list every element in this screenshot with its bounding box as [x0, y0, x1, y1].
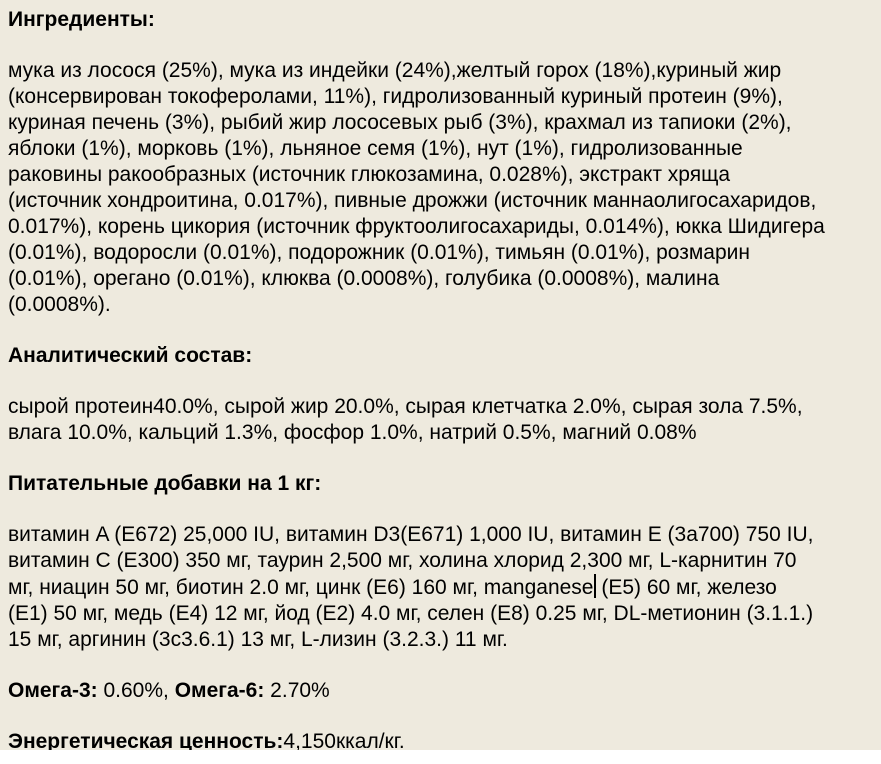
omega3-label: Омега-3:: [8, 679, 98, 702]
additives-line-3-after-caret: (E5) 60 мг, железо: [595, 576, 777, 599]
additives-line-3-before-caret: мг, ниацин 50 мг, биотин 2.0 мг, цинк (E…: [8, 576, 594, 599]
energy-text: Энергетическая ценность:4,150ккал/кг.: [8, 729, 875, 750]
additives-line-1: витамин A (E672) 25,000 IU, витамин D3(E…: [8, 523, 814, 546]
additives-heading: Питательные добавки на 1 кг:: [8, 472, 322, 495]
additives-line-5: 15 мг, аргинин (3c3.6.1) 13 мг, L-лизин …: [8, 628, 508, 651]
omega6-label: Омега-6:: [174, 679, 265, 702]
energy-value: 4,150ккал/кг.: [283, 730, 405, 750]
ingredients-text: мука из лосося (25%), мука из индейки (2…: [8, 59, 825, 316]
text-cursor: [593, 574, 596, 598]
omega-text: Омега-3: 0.60%, Омега-6: 2.70%: [8, 678, 875, 704]
energy-label: Энергетическая ценность:: [8, 730, 284, 750]
analysis-text: сырой протеин40.0%, сырой жир 20.0%, сыр…: [8, 395, 803, 444]
omega6-value: 2.70%: [264, 679, 330, 702]
analysis-heading: Аналитический состав:: [8, 344, 253, 367]
additives-text: витамин A (E672) 25,000 IU, витамин D3(E…: [8, 522, 875, 653]
additives-line-2: витамин C (E300) 350 мг, таурин 2,500 мг…: [8, 549, 797, 572]
additives-line-4: (E1) 50 мг, медь (E4) 12 мг, йод (E2) 4.…: [8, 602, 814, 625]
omega3-value: 0.60%,: [97, 679, 175, 702]
ingredients-heading: Ингредиенты:: [8, 8, 155, 31]
